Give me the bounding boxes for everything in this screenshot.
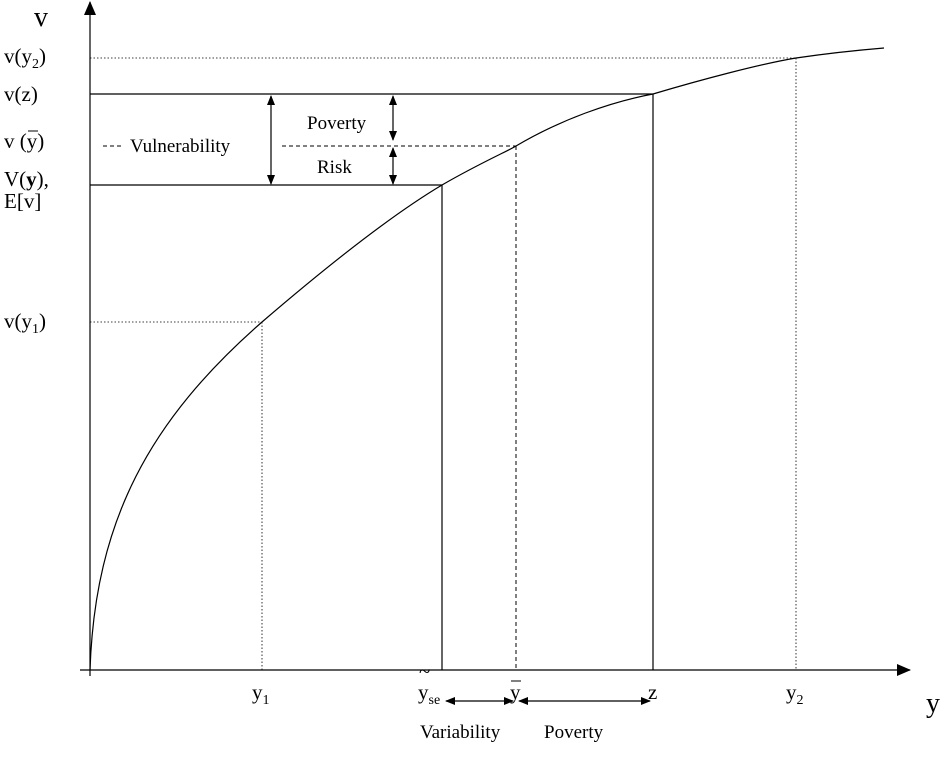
tick-yse: yse [418,680,440,708]
tick-y2: y2 [786,680,804,708]
tick-vy1: v(y1) [4,309,46,337]
vulnerability-label: Vulnerability [130,136,231,157]
poverty-label-horizontal: Poverty [544,722,604,743]
x-axis-title: y [926,688,940,719]
poverty-label-vertical: Poverty [307,113,367,134]
tick-ybar: y [510,680,521,704]
tick-Vy: V(y), [4,167,49,191]
tick-y1: y1 [252,680,270,708]
tick-yse-tilde: ~ [419,659,430,683]
tick-Ev: E[v] [4,189,41,213]
tick-vz: v(z) [4,82,38,106]
tick-z: z [648,680,657,704]
y-axis-title: v [34,2,48,33]
tick-vybar: v (y) [4,129,44,153]
risk-label: Risk [317,157,352,178]
variability-label: Variability [420,722,501,743]
tick-vy2: v(y2) [4,44,46,72]
utility-curve [89,47,885,671]
